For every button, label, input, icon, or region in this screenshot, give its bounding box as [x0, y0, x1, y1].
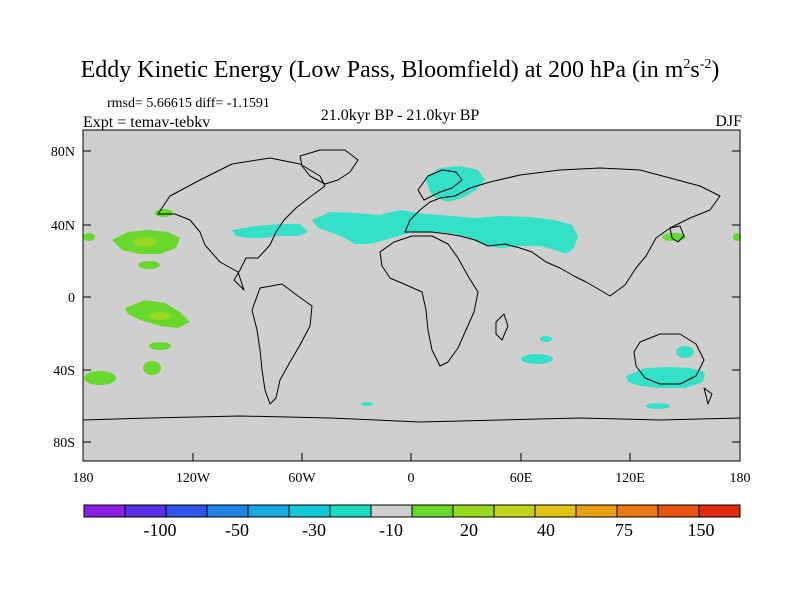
- anomaly-patch-australia-east: [676, 346, 694, 358]
- colorbar-box: [206, 504, 249, 518]
- colorbar-label-2: -50: [225, 520, 249, 540]
- colorbar-box: [370, 504, 413, 518]
- anomaly-patch-east-edge: [733, 233, 741, 241]
- colorbar-label-8: 150: [688, 520, 715, 540]
- season-label: DJF: [715, 113, 742, 130]
- lon-label-180w: 180: [73, 471, 94, 486]
- anomaly-patch-scandinavia: [425, 166, 485, 202]
- lon-ticks: [82, 453, 741, 461]
- colorbar: [83, 504, 741, 518]
- stats-text: rmsd= 5.66615 diff= -1.1591: [107, 96, 270, 111]
- anomaly-core-north-pacific: [133, 237, 157, 247]
- anomaly-patch-japan: [662, 233, 686, 241]
- period-label: 21.0kyr BP - 21.0kyr BP: [320, 107, 480, 124]
- coast-australia: [633, 333, 705, 385]
- lat-labels: 80N 40N 0 40S 80S: [51, 145, 75, 451]
- chart-title: Eddy Kinetic Energy (Low Pass, Bloomfiel…: [80, 57, 720, 83]
- coastlines: [82, 149, 741, 423]
- lon-label-180e: 180: [730, 471, 751, 486]
- anomaly-patch-north-atlantic: [232, 224, 308, 238]
- anomaly-patch-pacific-mid: [138, 261, 160, 269]
- anomaly-patch-eurasia: [312, 210, 578, 254]
- anomaly-patch-indian-2: [521, 354, 553, 364]
- lat-label-40n: 40N: [51, 219, 75, 234]
- lon-labels: 180 120W 60W 0 60E 120E 180: [73, 471, 751, 486]
- colorbar-label-6: 40: [537, 520, 555, 540]
- anomaly-patch-south-australia: [626, 367, 705, 388]
- experiment-label: Expt = temav-tebkv: [83, 114, 211, 131]
- colorbar-box: [288, 504, 331, 518]
- coast-greenland: [299, 149, 359, 185]
- anomaly-patch-southwest: [84, 371, 116, 385]
- colorbar-box: [698, 504, 741, 518]
- colorbar-box: [165, 504, 208, 518]
- anomaly-patch-south-pacific-2: [149, 342, 171, 350]
- colorbar-box: [329, 504, 372, 518]
- colorbar-box: [124, 504, 167, 518]
- colorbar-label-1: -100: [144, 520, 177, 540]
- anomaly-patch-south-atlantic: [361, 402, 373, 406]
- lat-label-80n: 80N: [51, 145, 75, 160]
- lon-label-120w: 120W: [176, 471, 211, 486]
- colorbar-box: [83, 504, 126, 518]
- lat-label-80s: 80S: [53, 436, 75, 451]
- coast-madagascar: [495, 313, 509, 341]
- coast-antarctica: [82, 415, 741, 423]
- colorbar-box: [575, 504, 618, 518]
- anomaly-patch-north-pacific-small: [155, 209, 173, 217]
- anomaly-patch-south-pacific-3: [143, 361, 161, 375]
- anomaly-patch-indian-1: [540, 336, 552, 342]
- colorbar-labels: -100 -50 -30 -10 20 40 75 150: [144, 520, 715, 540]
- colorbar-box: [493, 504, 536, 518]
- coast-japan: [669, 225, 685, 243]
- colorbar-box: [657, 504, 700, 518]
- coast-scandinavia: [417, 169, 463, 201]
- colorbar-label-5: 20: [460, 520, 478, 540]
- colorbar-box: [411, 504, 454, 518]
- lon-label-120e: 120E: [615, 471, 645, 486]
- lon-label-60e: 60E: [510, 471, 533, 486]
- lon-label-60w: 60W: [288, 471, 316, 486]
- colorbar-box: [534, 504, 577, 518]
- colorbar-label-3: -30: [302, 520, 326, 540]
- anomaly-core-south-pacific: [149, 312, 171, 320]
- lat-ticks: [83, 150, 740, 443]
- coast-eurasia: [404, 167, 721, 297]
- colorbar-box: [616, 504, 659, 518]
- coast-north-america: [157, 157, 326, 291]
- colorbar-label-4: -10: [379, 520, 403, 540]
- lat-label-equator: 0: [68, 291, 75, 306]
- coast-new-zealand: [703, 387, 713, 405]
- anomaly-patch-southern-ocean: [646, 403, 670, 409]
- positive-strong-patches: [133, 237, 171, 320]
- colorbar-box: [452, 504, 495, 518]
- coast-africa: [379, 235, 479, 367]
- lat-label-40s: 40S: [53, 364, 75, 379]
- negative-anomaly-patches: [232, 166, 705, 409]
- coast-south-america: [251, 283, 313, 405]
- map-background: [83, 130, 740, 461]
- colorbar-label-7: 75: [615, 520, 633, 540]
- lon-label-0: 0: [408, 471, 415, 486]
- anomaly-patch-west-edge: [83, 233, 95, 241]
- colorbar-box: [247, 504, 290, 518]
